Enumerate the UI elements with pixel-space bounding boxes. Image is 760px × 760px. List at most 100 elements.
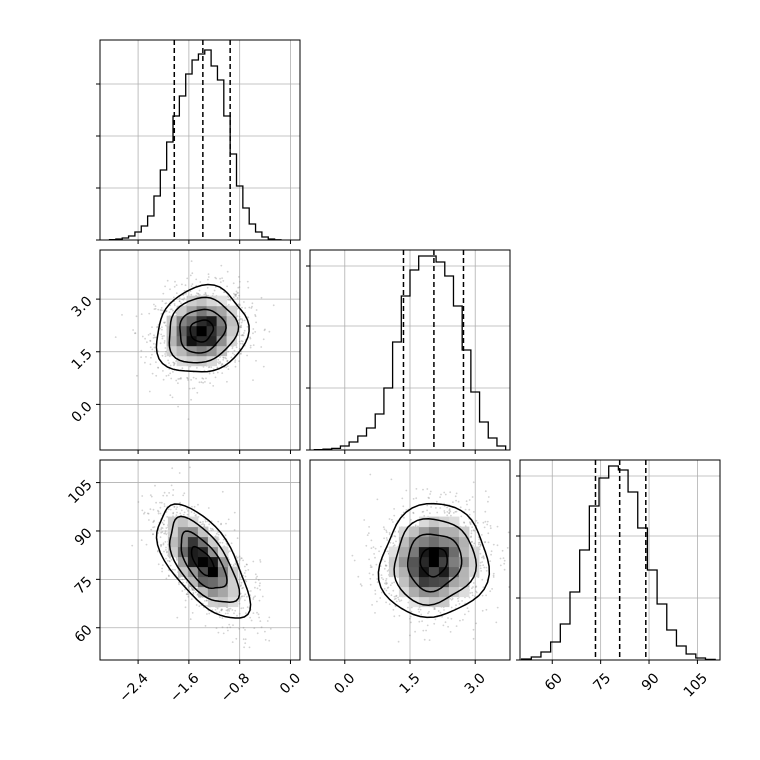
scatter-point <box>161 531 164 533</box>
scatter-point <box>261 595 264 598</box>
scatter-point <box>487 541 490 544</box>
scatter-point <box>253 627 256 629</box>
scatter-point <box>473 542 476 545</box>
scatter-point <box>482 521 485 524</box>
scatter-point <box>219 277 222 280</box>
scatter-point <box>385 581 388 584</box>
scatter-point <box>231 609 234 611</box>
scatter-point <box>496 544 499 547</box>
scatter-point <box>203 293 206 296</box>
scatter-point <box>153 346 156 349</box>
scatter-point <box>163 342 166 344</box>
scatter-point <box>241 340 244 343</box>
density-cell <box>438 546 450 558</box>
scatter-point <box>160 313 163 315</box>
scatter-point <box>268 330 271 333</box>
scatter-point <box>357 575 360 578</box>
scatter-point <box>147 512 150 515</box>
scatter-point <box>384 582 386 585</box>
scatter-point <box>481 556 483 559</box>
density-cell <box>458 566 470 578</box>
scatter-point <box>467 610 470 613</box>
scatter-point <box>256 575 258 578</box>
density-cell <box>418 566 430 578</box>
scatter-point <box>257 579 260 581</box>
scatter-point <box>193 505 196 508</box>
density-cell <box>438 526 450 538</box>
scatter-point <box>211 527 214 530</box>
scatter-point <box>143 512 145 515</box>
scatter-point <box>217 358 220 361</box>
scatter-point <box>433 608 436 610</box>
histogram-step-1 <box>313 255 507 451</box>
histogram-panel-1 <box>306 249 511 451</box>
density-cell <box>176 335 188 347</box>
scatter-point <box>257 613 260 616</box>
scatter-point <box>244 629 246 631</box>
scatter-point <box>241 318 243 320</box>
scatter-point <box>189 618 192 620</box>
scatter-point <box>359 583 362 586</box>
scatter-point <box>392 521 394 523</box>
scatter-point <box>160 333 163 336</box>
scatter-point <box>206 604 209 607</box>
scatter-point <box>190 285 193 287</box>
scatter-point <box>217 533 220 536</box>
scatter-point <box>240 340 243 342</box>
scatter-point <box>502 557 505 559</box>
scatter-point <box>217 631 220 634</box>
density-cell <box>428 536 440 548</box>
scatter-point <box>383 537 385 540</box>
scatter-point <box>383 528 386 531</box>
scatter-point <box>452 512 455 514</box>
scatter-point <box>240 595 243 598</box>
scatter-point <box>151 353 153 356</box>
scatter-point <box>219 356 221 358</box>
scatter-point <box>439 507 442 509</box>
scatter-point <box>443 609 445 611</box>
scatter-point <box>450 617 453 620</box>
scatter-point <box>244 565 246 568</box>
scatter-point <box>161 337 164 340</box>
scatter-point <box>233 292 235 295</box>
scatter-point <box>407 601 410 604</box>
scatter-point <box>233 353 236 356</box>
scatter-point <box>448 511 451 514</box>
scatter-point <box>385 531 388 533</box>
scatter-point <box>231 347 234 350</box>
scatter-point <box>160 528 163 531</box>
scatter-point <box>439 496 441 499</box>
scatter-point <box>244 593 247 596</box>
scatter-point <box>373 553 375 555</box>
scatter-point <box>245 580 248 583</box>
scatter-point <box>244 599 246 602</box>
scatter-point <box>157 308 160 311</box>
xtick-label: 60 <box>542 670 566 694</box>
scatter-point <box>255 309 258 311</box>
scatter-point <box>167 569 170 571</box>
scatter-point <box>183 290 186 292</box>
scatter-point <box>263 329 266 332</box>
density-cell <box>408 526 420 538</box>
scatter-point <box>175 556 178 559</box>
scatter-point <box>260 296 263 299</box>
scatter-point <box>225 609 228 612</box>
density-cell <box>226 335 238 347</box>
scatter-point <box>175 379 178 382</box>
scatter-point <box>228 610 231 612</box>
scatter-point <box>226 365 229 367</box>
scatter-point <box>374 547 377 550</box>
density-cell <box>166 335 178 347</box>
ytick-label: 60 <box>72 622 96 646</box>
scatter-point <box>388 518 391 520</box>
scatter-point <box>403 516 405 519</box>
scatter-point <box>205 294 207 296</box>
scatter-point <box>238 303 241 306</box>
scatter-point <box>371 604 373 606</box>
density-cell <box>438 576 450 588</box>
scatter-point <box>227 368 230 370</box>
scatter-point <box>152 508 155 511</box>
scatter-point <box>388 592 391 595</box>
scatter-point <box>246 280 249 283</box>
scatter-point <box>239 559 241 561</box>
